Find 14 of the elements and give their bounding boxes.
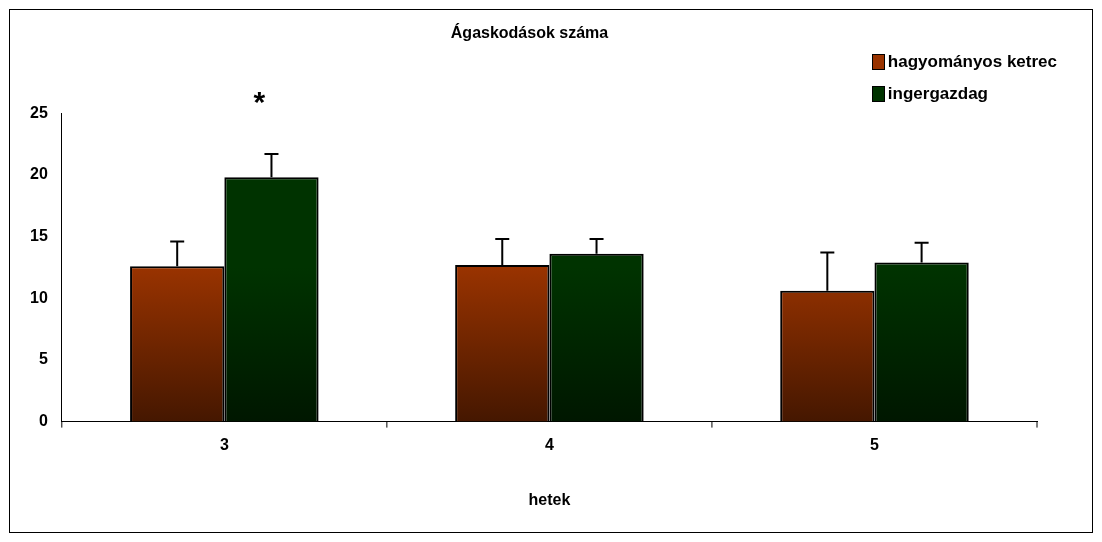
chart-title: Ágaskodások száma (450, 23, 609, 42)
annotation: * (253, 85, 266, 119)
y-tick-label: 20 (30, 165, 48, 183)
x-tick-label: 3 (219, 435, 229, 453)
y-tick-label: 25 (30, 103, 48, 121)
legend-label: ingergazdag (887, 84, 988, 104)
y-tick-label: 15 (30, 226, 48, 244)
legend-label: hagyományos ketrec (887, 52, 1057, 72)
x-axis-title: hetek (528, 490, 571, 508)
y-tick-label: 0 (38, 412, 48, 430)
x-tick-label: 4 (544, 435, 554, 453)
y-tick-label: 10 (30, 288, 48, 306)
x-tick-label: 5 (870, 435, 880, 453)
y-tick-label: 5 (38, 350, 48, 368)
